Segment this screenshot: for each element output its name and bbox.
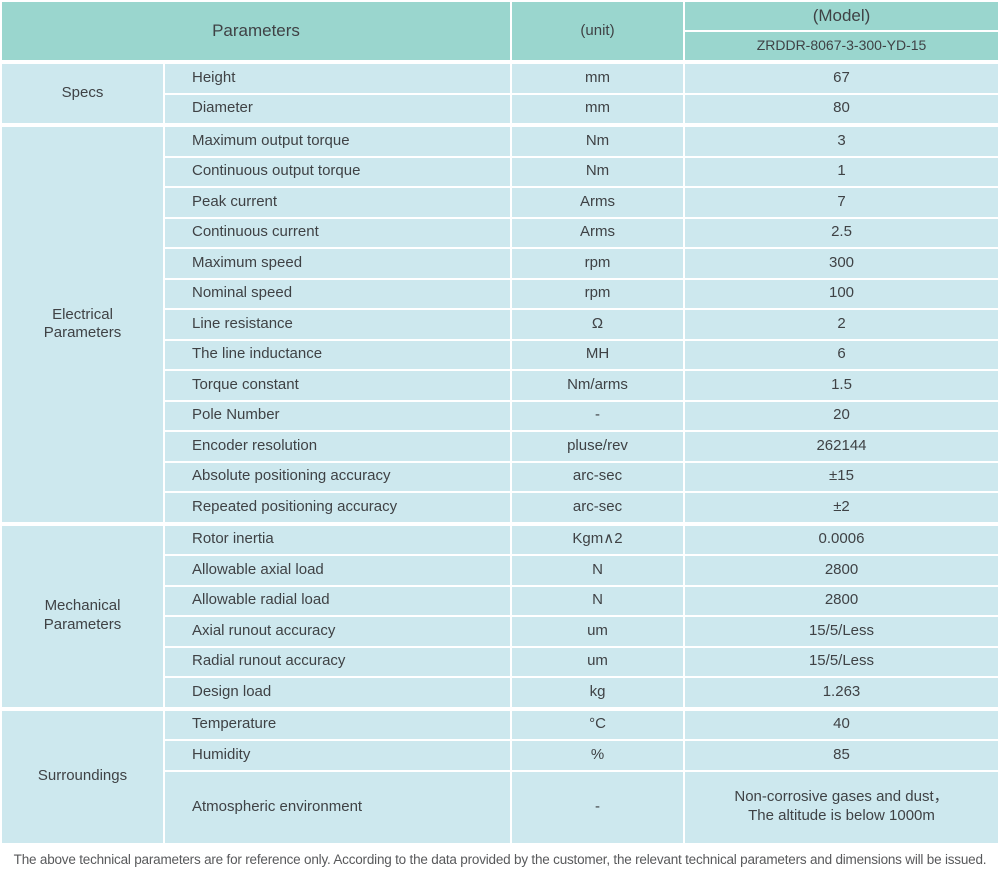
section-electrical-parameters: Electrical Parameters Maximum output torq… [2, 127, 998, 522]
section-specs: Specs Height mm 67 Diameter mm 80 [2, 64, 998, 123]
spec-table: Parameters (unit) (Model) ZRDDR-8067-3-3… [2, 2, 998, 843]
value-cell: 100 [685, 279, 998, 308]
value-cell: ±2 [685, 493, 998, 522]
value-cell: 3 [685, 127, 998, 156]
table-body: Specs Height mm 67 Diameter mm 80 Electrical Pa… [2, 64, 998, 843]
parameter-name-cell: Peak current [165, 188, 510, 217]
parameter-name-cell: Design load [165, 678, 510, 707]
section-surroundings: Surroundings Temperature °C 40 Humidity% 85 At… [2, 710, 998, 843]
unit-cell: - [512, 771, 683, 843]
unit-cell: arc-sec [512, 462, 683, 491]
parameter-name-cell: Maximum speed [165, 249, 510, 278]
unit-cell: um [512, 647, 683, 676]
unit-cell: mm [512, 64, 683, 93]
unit-cell: Ω [512, 310, 683, 339]
value-cell: Non-corrosive gases and dust， The altitu… [685, 771, 998, 843]
parameter-name-cell: Encoder resolution [165, 432, 510, 461]
header-model-label: (Model) [685, 2, 998, 30]
parameter-name-cell: Repeated positioning accuracy [165, 493, 510, 522]
parameter-name-cell: Maximum output torque [165, 127, 510, 156]
parameter-name-cell: Allowable radial load [165, 586, 510, 615]
unit-cell: mm [512, 94, 683, 123]
unit-cell: Nm/arms [512, 371, 683, 400]
parameter-name-cell: Allowable axial load [165, 556, 510, 585]
category-label-electrical-parameters: Electrical Parameters [2, 127, 163, 522]
header-model-number: ZRDDR-8067-3-300-YD-15 [685, 32, 998, 60]
value-cell: 80 [685, 94, 998, 123]
unit-cell: rpm [512, 279, 683, 308]
unit-cell: % [512, 741, 683, 770]
value-cell: 0.0006 [685, 525, 998, 554]
unit-cell: Arms [512, 188, 683, 217]
unit-cell: N [512, 586, 683, 615]
parameter-name-cell: Continuous current [165, 218, 510, 247]
value-cell: 20 [685, 401, 998, 430]
value-cell: 15/5/Less [685, 617, 998, 646]
value-cell: 2800 [685, 556, 998, 585]
parameter-name-cell: Height [165, 64, 510, 93]
parameter-name-cell: Axial runout accuracy [165, 617, 510, 646]
parameter-name-cell: Atmospheric environment [165, 771, 510, 843]
unit-cell: Kgm∧2 [512, 525, 683, 554]
parameter-name-cell: Continuous output torque [165, 157, 510, 186]
value-cell: 300 [685, 249, 998, 278]
value-cell: 6 [685, 340, 998, 369]
value-cell: 2800 [685, 586, 998, 615]
parameter-name-cell: The line inductance [165, 340, 510, 369]
value-cell: 2.5 [685, 218, 998, 247]
value-cell: 40 [685, 710, 998, 739]
unit-cell: pluse/rev [512, 432, 683, 461]
value-cell: 262144 [685, 432, 998, 461]
parameter-name-cell: Torque constant [165, 371, 510, 400]
parameter-name-cell: Temperature [165, 710, 510, 739]
unit-cell: Nm [512, 127, 683, 156]
parameter-name-cell: Radial runout accuracy [165, 647, 510, 676]
value-cell: 85 [685, 741, 998, 770]
parameter-name-cell: Nominal speed [165, 279, 510, 308]
value-cell: ±15 [685, 462, 998, 491]
table-header: Parameters (unit) (Model) ZRDDR-8067-3-3… [2, 2, 998, 60]
value-cell: 7 [685, 188, 998, 217]
footer-note: The above technical parameters are for r… [13, 851, 987, 867]
unit-cell: MH [512, 340, 683, 369]
parameter-name-cell: Absolute positioning accuracy [165, 462, 510, 491]
parameter-name-cell: Diameter [165, 94, 510, 123]
value-cell: 1.5 [685, 371, 998, 400]
section-mechanical-parameters: Mechanical Parameters Rotor inertia Kgm∧2 0… [2, 525, 998, 707]
unit-cell: Nm [512, 157, 683, 186]
unit-cell: °C [512, 710, 683, 739]
value-cell: 1.263 [685, 678, 998, 707]
category-label-mechanical-parameters: Mechanical Parameters [2, 525, 163, 707]
value-cell: 15/5/Less [685, 647, 998, 676]
unit-cell: N [512, 556, 683, 585]
unit-cell: - [512, 401, 683, 430]
parameter-name-cell: Humidity [165, 741, 510, 770]
unit-cell: arc-sec [512, 493, 683, 522]
unit-cell: rpm [512, 249, 683, 278]
category-label-surroundings: Surroundings [2, 710, 163, 843]
unit-cell: um [512, 617, 683, 646]
value-cell: 2 [685, 310, 998, 339]
parameter-name-cell: Line resistance [165, 310, 510, 339]
header-parameters-label: Parameters [2, 2, 510, 60]
unit-cell: kg [512, 678, 683, 707]
unit-cell: Arms [512, 218, 683, 247]
value-cell: 1 [685, 157, 998, 186]
category-label-specs: Specs [2, 64, 163, 123]
parameter-name-cell: Rotor inertia [165, 525, 510, 554]
value-cell: 67 [685, 64, 998, 93]
parameter-name-cell: Pole Number [165, 401, 510, 430]
header-unit-label: (unit) [512, 2, 683, 60]
